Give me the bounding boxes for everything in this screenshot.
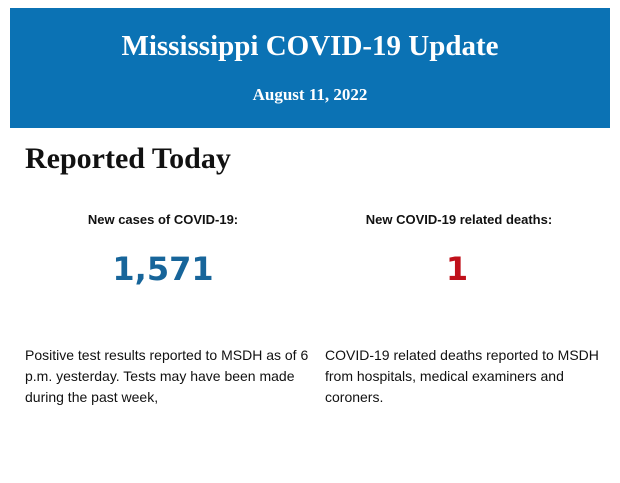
banner: Mississippi COVID-19 Update August 11, 2… <box>10 8 610 128</box>
description: Positive test results reported to MSDH a… <box>25 347 309 405</box>
section-title: Reported Today <box>25 142 231 175</box>
case-count: 1,571 <box>112 250 214 288</box>
column-heading: New COVID-19 related deaths: <box>365 212 553 227</box>
column-heading: New cases of COVID-19: <box>87 212 239 227</box>
title: Mississippi COVID-19 Update <box>121 30 499 62</box>
description: COVID-19 related deaths reported to MSDH… <box>325 347 599 405</box>
death-count: 1 <box>445 250 469 288</box>
date: August 11, 2022 <box>252 85 368 104</box>
